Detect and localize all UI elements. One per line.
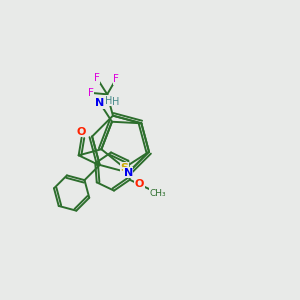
Text: F: F: [88, 88, 94, 98]
Text: O: O: [77, 127, 86, 137]
Text: F: F: [113, 74, 119, 84]
Text: N: N: [95, 98, 105, 108]
Text: N: N: [124, 168, 133, 178]
Text: S: S: [120, 163, 128, 173]
Text: O: O: [135, 179, 144, 189]
Text: H: H: [104, 96, 112, 106]
Text: F: F: [94, 73, 100, 83]
Text: CH₃: CH₃: [150, 189, 166, 198]
Text: H: H: [112, 97, 120, 107]
